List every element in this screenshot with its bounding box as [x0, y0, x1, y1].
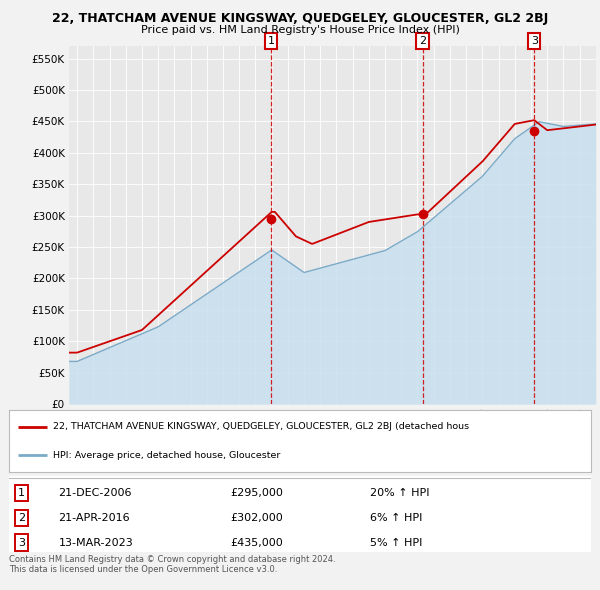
Text: 22, THATCHAM AVENUE KINGSWAY, QUEDGELEY, GLOUCESTER, GL2 2BJ: 22, THATCHAM AVENUE KINGSWAY, QUEDGELEY,…: [52, 12, 548, 25]
Text: £435,000: £435,000: [230, 537, 283, 548]
Text: £295,000: £295,000: [230, 488, 283, 498]
Text: 21-DEC-2006: 21-DEC-2006: [58, 488, 132, 498]
Text: 6% ↑ HPI: 6% ↑ HPI: [370, 513, 422, 523]
Text: 2: 2: [419, 36, 426, 46]
Text: Price paid vs. HM Land Registry's House Price Index (HPI): Price paid vs. HM Land Registry's House …: [140, 25, 460, 35]
Text: 21-APR-2016: 21-APR-2016: [58, 513, 130, 523]
Text: £302,000: £302,000: [230, 513, 283, 523]
Text: 3: 3: [19, 537, 25, 548]
Text: 5% ↑ HPI: 5% ↑ HPI: [370, 537, 422, 548]
Text: This data is licensed under the Open Government Licence v3.0.: This data is licensed under the Open Gov…: [9, 565, 277, 574]
Text: 20% ↑ HPI: 20% ↑ HPI: [370, 488, 430, 498]
Text: 2: 2: [18, 513, 25, 523]
Text: 13-MAR-2023: 13-MAR-2023: [58, 537, 133, 548]
Text: 1: 1: [19, 488, 25, 498]
Text: 1: 1: [268, 36, 275, 46]
Text: 3: 3: [531, 36, 538, 46]
Text: Contains HM Land Registry data © Crown copyright and database right 2024.: Contains HM Land Registry data © Crown c…: [9, 555, 335, 563]
Text: HPI: Average price, detached house, Gloucester: HPI: Average price, detached house, Glou…: [53, 451, 280, 460]
Text: 22, THATCHAM AVENUE KINGSWAY, QUEDGELEY, GLOUCESTER, GL2 2BJ (detached hous: 22, THATCHAM AVENUE KINGSWAY, QUEDGELEY,…: [53, 422, 469, 431]
